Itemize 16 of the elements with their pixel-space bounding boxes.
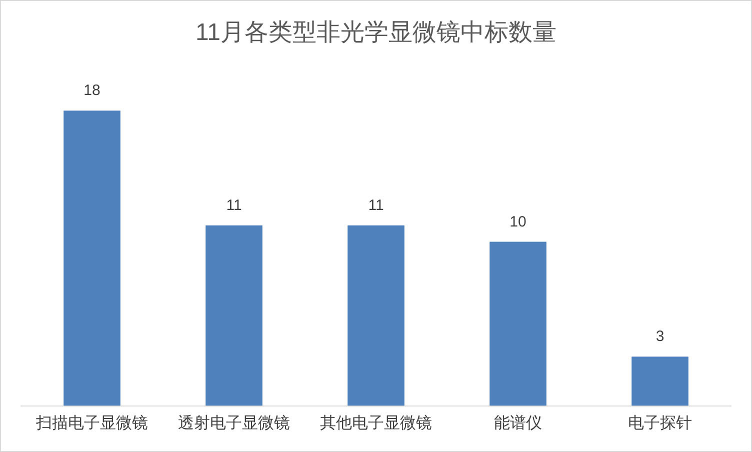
bar — [64, 110, 120, 406]
data-label: 10 — [510, 213, 526, 230]
x-tick-label: 电子探针 — [628, 414, 692, 432]
bar — [632, 356, 688, 406]
x-tick-label: 扫描电子显微镜 — [35, 414, 148, 432]
data-label: 11 — [226, 197, 242, 214]
data-label: 3 — [656, 328, 664, 346]
data-label: 18 — [84, 82, 100, 100]
bar — [206, 225, 262, 406]
chart-title: 11月各类型非光学显微镜中标数量 — [196, 19, 556, 46]
bar — [490, 242, 546, 406]
x-tick-label: 透射电子显微镜 — [178, 414, 290, 432]
bar — [348, 225, 404, 406]
data-label: 11 — [368, 197, 384, 214]
x-tick-label: 能谱仪 — [494, 414, 542, 432]
x-tick-label: 其他电子显微镜 — [320, 414, 432, 432]
